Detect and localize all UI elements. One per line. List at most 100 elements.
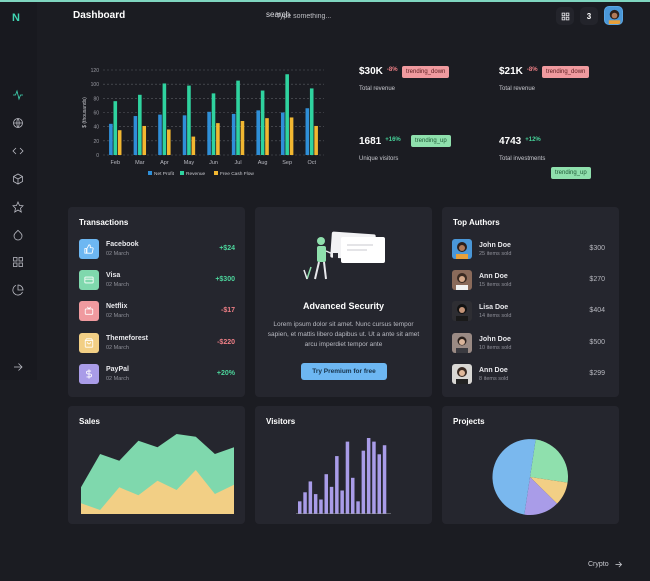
author-name: John Doe xyxy=(479,336,511,343)
bar-revenue xyxy=(309,88,314,155)
search-bar: search xyxy=(266,10,386,24)
trending-up-chip: trending_up xyxy=(411,135,451,147)
bar-free-cash-flow xyxy=(117,130,122,155)
author-amount: $300 xyxy=(589,245,605,252)
droplet-icon[interactable] xyxy=(11,228,25,242)
author-items-sold: 25 items sold xyxy=(479,251,512,257)
stat-value: $21K xyxy=(499,66,523,77)
search-input[interactable] xyxy=(276,10,376,22)
visitors-bar xyxy=(345,441,350,514)
transaction-amount: -$17 xyxy=(220,307,235,314)
bar-net-profit xyxy=(109,123,113,155)
x-tick-label: Apr xyxy=(160,160,169,166)
author-row[interactable]: Ann Doe 15 items sold $270 xyxy=(452,270,605,292)
visitors-bar xyxy=(319,499,323,514)
bar-free-cash-flow xyxy=(166,129,171,155)
activity-icon[interactable] xyxy=(11,88,25,102)
bar-net-profit xyxy=(133,116,138,155)
bar-net-profit xyxy=(182,115,187,155)
globe-icon[interactable] xyxy=(11,116,25,130)
star-icon[interactable] xyxy=(11,200,25,214)
legend-swatch xyxy=(148,171,152,175)
y-tick-label: 40 xyxy=(93,125,99,131)
author-name: Lisa Doe xyxy=(479,304,509,311)
thumbs-up-icon xyxy=(79,239,99,259)
crypto-link[interactable]: Crypto xyxy=(588,560,623,569)
author-amount: $299 xyxy=(589,370,605,377)
author-row[interactable]: Lisa Doe 14 items sold $404 xyxy=(452,301,605,323)
stat-label: Total investments xyxy=(499,156,546,162)
visitors-bar xyxy=(356,501,360,514)
bar-net-profit xyxy=(231,113,236,155)
visitors-bar xyxy=(351,477,355,514)
apps-grid-button[interactable] xyxy=(556,7,574,25)
stat-revenue-1: $30K -8% Total revenue xyxy=(359,61,398,92)
transaction-row[interactable]: Visa 02 March +$300 xyxy=(79,270,235,292)
legend-label: Free Cash Flow xyxy=(220,171,254,177)
transaction-amount: +$300 xyxy=(215,276,235,283)
legend-swatch xyxy=(214,171,218,175)
bar-revenue xyxy=(187,85,191,155)
author-amount: $500 xyxy=(589,339,605,346)
bar-net-profit xyxy=(207,111,211,155)
author-items-sold: 14 items sold xyxy=(479,313,512,319)
stat-label: Total revenue xyxy=(499,86,536,92)
user-avatar[interactable] xyxy=(604,6,623,25)
app-logo[interactable]: N xyxy=(12,12,20,24)
visitors-bar xyxy=(303,492,307,514)
pie-chart-icon[interactable] xyxy=(11,283,25,297)
shopping-bag-icon xyxy=(79,333,99,353)
card-title: Sales xyxy=(79,417,100,426)
visitors-bar xyxy=(329,486,334,514)
sales-area-chart xyxy=(81,434,234,514)
transaction-row[interactable]: Facebook 02 March +$24 xyxy=(79,239,235,261)
bar-net-profit xyxy=(256,110,261,155)
bar-revenue xyxy=(162,83,167,155)
bar-revenue xyxy=(113,101,118,155)
y-tick-label: 20 xyxy=(93,139,99,145)
top-accent-line xyxy=(0,0,650,2)
try-premium-button[interactable]: Try Premium for free xyxy=(301,363,387,380)
author-amount: $404 xyxy=(589,307,605,314)
stat-investments: 4743 +12% Total investments xyxy=(499,131,545,162)
author-row[interactable]: Ann Doe 8 items sold $299 xyxy=(452,364,605,386)
x-tick-label: Aug xyxy=(258,160,268,166)
visitors-bar-chart xyxy=(296,438,391,514)
y-tick-label: 120 xyxy=(91,68,100,74)
x-tick-label: Jun xyxy=(209,160,218,166)
trending-down-chip: trending_down xyxy=(542,66,590,78)
transaction-amount: +$24 xyxy=(219,245,235,252)
author-row[interactable]: John Doe 10 items sold $500 xyxy=(452,333,605,355)
legend-label: Revenue xyxy=(186,171,206,177)
crypto-link-label: Crypto xyxy=(588,561,609,568)
box-icon[interactable] xyxy=(11,172,25,186)
bar-net-profit xyxy=(280,112,285,155)
author-amount: $270 xyxy=(589,276,605,283)
credit-card-icon xyxy=(79,270,99,290)
code-icon[interactable] xyxy=(11,144,25,158)
transaction-row[interactable]: PayPal 02 March +20% xyxy=(79,364,235,386)
bar-revenue xyxy=(260,90,265,155)
y-axis-label: $ (thousands) xyxy=(82,97,88,128)
notifications-button[interactable]: 3 xyxy=(580,7,598,25)
author-avatar xyxy=(452,239,472,259)
visitors-bar xyxy=(382,445,387,514)
transaction-name: Facebook xyxy=(106,241,139,248)
card-title: Top Authors xyxy=(453,218,500,227)
author-row[interactable]: John Doe 25 items sold $300 xyxy=(452,239,605,261)
dollar-icon xyxy=(79,364,99,384)
transaction-row[interactable]: Netflix 02 March -$17 xyxy=(79,301,235,323)
legend-swatch xyxy=(180,171,184,175)
pie-slice xyxy=(530,439,568,483)
bar-free-cash-flow xyxy=(265,118,269,155)
y-tick-label: 60 xyxy=(93,111,99,117)
arrow-right-icon[interactable] xyxy=(11,360,25,374)
transaction-row[interactable]: Themeforest 02 March -$220 xyxy=(79,333,235,355)
author-avatar xyxy=(452,270,472,290)
visitors-bar xyxy=(372,441,376,514)
visitors-bar xyxy=(377,454,381,514)
pie-slice xyxy=(492,439,536,515)
bar-free-cash-flow xyxy=(314,125,318,155)
legend-label: Net Profit xyxy=(154,171,175,177)
grid-icon[interactable] xyxy=(11,255,25,269)
